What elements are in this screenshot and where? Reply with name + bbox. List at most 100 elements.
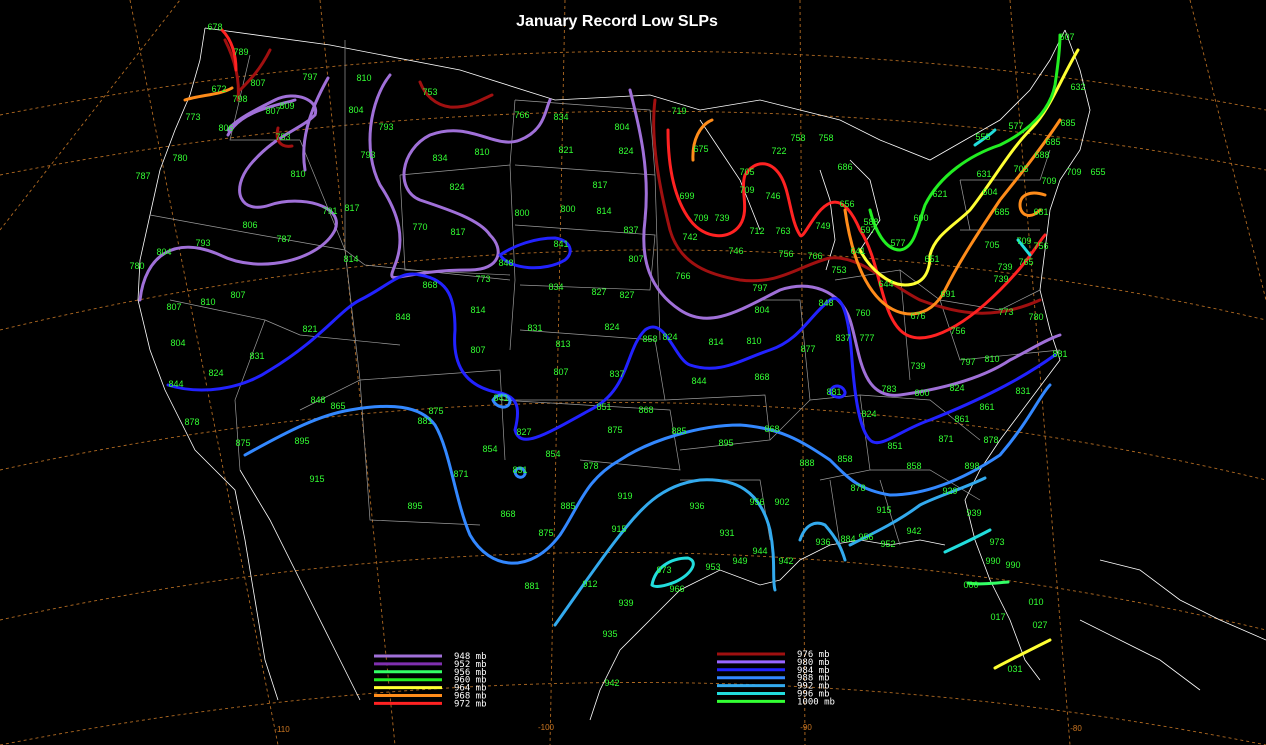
station-value: 827: [591, 287, 606, 297]
station-value: 709: [1041, 176, 1056, 186]
station-value: 797: [302, 72, 317, 82]
station-value: 766: [675, 271, 690, 281]
station-value: 821: [302, 324, 317, 334]
station-value: 821: [558, 145, 573, 155]
station-value: 758: [790, 133, 805, 143]
legend-label: 948 mb: [454, 652, 487, 662]
station-value: 810: [290, 169, 305, 179]
legend-label: 996 mb: [797, 690, 830, 700]
legend-label: 992 mb: [797, 682, 830, 692]
station-value: 831: [1015, 386, 1030, 396]
station-value: 865: [330, 401, 345, 411]
station-value: 766: [807, 251, 822, 261]
station-value: 655: [1090, 167, 1105, 177]
station-value: 773: [475, 274, 490, 284]
station-value: 848: [818, 298, 833, 308]
station-value: 878: [583, 461, 598, 471]
station-value: 031: [1007, 664, 1022, 674]
station-value: 877: [800, 344, 815, 354]
station-value: 746: [765, 191, 780, 201]
station-value: 831: [249, 351, 264, 361]
station-value: 793: [378, 122, 393, 132]
station-value: 990: [985, 556, 1000, 566]
station-value: 841: [553, 239, 568, 249]
station-value: 942: [906, 526, 921, 536]
station-value: 973: [656, 565, 671, 575]
map-title: January Record Low SLPs: [516, 13, 718, 30]
station-value: 804: [614, 122, 629, 132]
station-value: 837: [623, 225, 638, 235]
station-value: 588: [863, 217, 878, 227]
station-value: 814: [343, 254, 358, 264]
station-value: 915: [309, 474, 324, 484]
station-value: 944: [752, 546, 767, 556]
station-value: 935: [602, 629, 617, 639]
station-value: 686: [837, 162, 852, 172]
station-value: 895: [718, 438, 733, 448]
station-value: 966: [669, 584, 684, 594]
station-value: 824: [662, 332, 677, 342]
legend-label: 956 mb: [454, 668, 487, 678]
station-value: 763: [775, 226, 790, 236]
station-value: 827: [619, 290, 634, 300]
station-value: 884: [840, 534, 855, 544]
station-value: 597: [860, 225, 875, 235]
station-value: 844: [691, 376, 706, 386]
station-value: 810: [200, 297, 215, 307]
station-value: 841: [493, 393, 508, 403]
station-value: 973: [989, 537, 1004, 547]
station-value: 672: [211, 84, 226, 94]
station-value: 780: [129, 261, 144, 271]
station-value: 675: [693, 144, 708, 154]
station-value: 777: [859, 333, 874, 343]
station-value: 952: [880, 539, 895, 549]
station-value: 837: [835, 333, 850, 343]
station-value: 854: [482, 444, 497, 454]
station-value: 804: [348, 105, 363, 115]
station-value: 742: [682, 232, 697, 242]
station-value: 806: [242, 220, 257, 230]
station-value: 783: [881, 384, 896, 394]
station-value: 848: [395, 312, 410, 322]
station-value: 804: [754, 305, 769, 315]
station-value: 577: [890, 238, 905, 248]
station-value: 607: [1059, 32, 1074, 42]
station-value: 807: [628, 254, 643, 264]
station-value: 895: [407, 501, 422, 511]
station-value: 756: [950, 326, 965, 336]
station-value: 831: [527, 323, 542, 333]
legend-label: 960 mb: [454, 676, 487, 686]
station-value: 010: [1028, 597, 1043, 607]
station-value: 809: [279, 101, 294, 111]
station-value: 939: [966, 508, 981, 518]
station-value: 739: [997, 262, 1012, 272]
station-value: 804: [156, 247, 171, 257]
station-value: 956: [749, 497, 764, 507]
station-value: 709: [1016, 236, 1031, 246]
station-value: 936: [815, 537, 830, 547]
station-value: 577: [1008, 121, 1023, 131]
station-value: 807: [470, 345, 485, 355]
station-value: 651: [924, 254, 939, 264]
station-value: 915: [876, 505, 891, 515]
station-value: 953: [705, 562, 720, 572]
station-value: 705: [1013, 164, 1028, 174]
station-value: 902: [774, 497, 789, 507]
station-value: 868: [500, 509, 515, 519]
station-value: 709: [693, 213, 708, 223]
station-value: 875: [538, 528, 553, 538]
station-value: 773: [998, 307, 1013, 317]
station-value: 793: [360, 150, 375, 160]
station-value: 807: [166, 302, 181, 312]
station-value: 712: [749, 226, 764, 236]
station-value: 851: [596, 402, 611, 412]
station-value: 753: [275, 132, 290, 142]
station-value: 936: [689, 501, 704, 511]
station-value: 875: [235, 438, 250, 448]
station-value: 848: [498, 258, 513, 268]
station-value: 868: [422, 280, 437, 290]
station-value: 888: [799, 458, 814, 468]
station-value: 875: [607, 425, 622, 435]
